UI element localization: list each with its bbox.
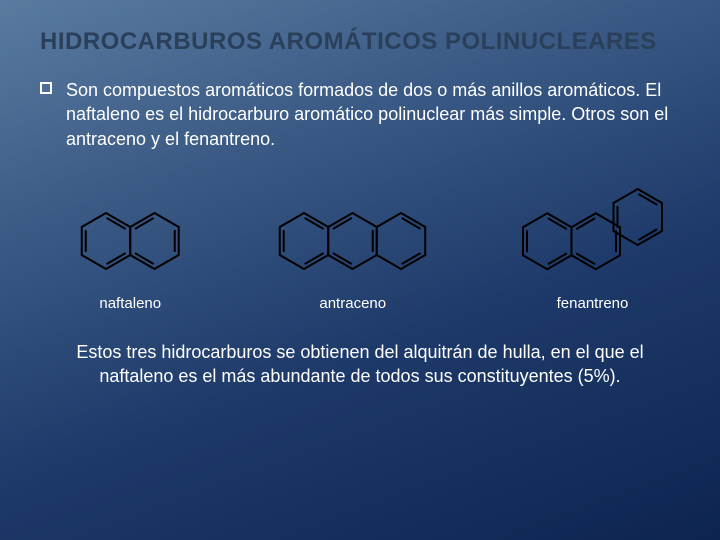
structures-row: naftaleno antraceno fenantreno (40, 181, 680, 312)
structure-label: naftaleno (99, 295, 161, 312)
body-row: Son compuestos aromáticos formados de do… (40, 78, 680, 151)
structure-label: fenantreno (557, 295, 629, 312)
naphthalene-icon (70, 205, 190, 277)
structure-naftaleno: naftaleno (70, 205, 190, 312)
anthracene-icon (268, 205, 437, 277)
structure-label: antraceno (319, 295, 386, 312)
structure-fenantreno: fenantreno (515, 181, 670, 312)
structure-antraceno: antraceno (268, 205, 437, 312)
body-text: Son compuestos aromáticos formados de do… (66, 78, 680, 151)
bullet-icon (40, 82, 52, 94)
page-title: HIDROCARBUROS AROMÁTICOS POLINUCLEARES (40, 28, 680, 56)
phenanthrene-icon (515, 181, 670, 277)
footer-text: Estos tres hidrocarburos se obtienen del… (40, 340, 680, 389)
